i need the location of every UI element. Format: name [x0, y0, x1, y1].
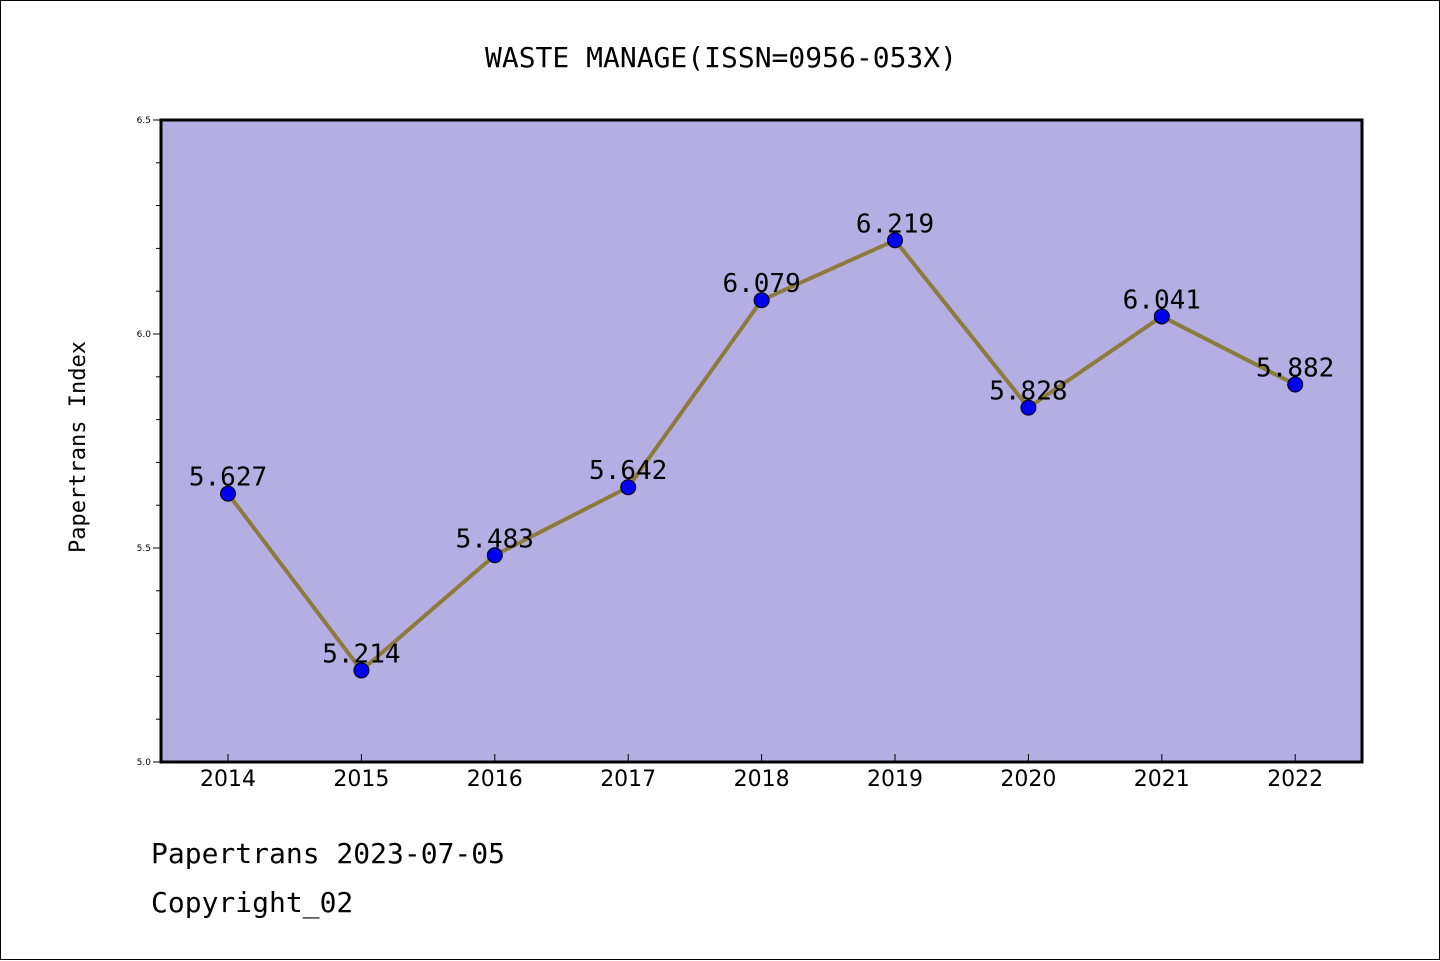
x-tick-label: 2018	[734, 767, 790, 792]
data-label: 6.079	[722, 269, 800, 299]
plot-area	[159, 118, 1364, 764]
x-tick-label: 2020	[1000, 767, 1056, 792]
x-tick-label: 2022	[1267, 767, 1323, 792]
data-point	[1153, 308, 1170, 325]
x-tick-label: 2014	[200, 767, 256, 792]
chart-title: WASTE MANAGE(ISSN=0956-053X)	[485, 41, 957, 74]
data-label: 6.041	[1123, 285, 1201, 315]
data-point	[486, 547, 503, 564]
y-axis-title: Papertrans Index	[66, 341, 91, 553]
data-point	[353, 662, 370, 679]
data-point	[1020, 399, 1037, 416]
y-axis: 5.0 5.5 6.0 6.5	[137, 116, 161, 768]
x-tick-label: 2016	[467, 767, 523, 792]
y-tick-label: 6.0	[137, 330, 152, 340]
data-point	[620, 479, 637, 496]
x-tick-label: 2019	[867, 767, 923, 792]
footer-copyright: Copyright_02	[151, 886, 354, 919]
y-tick-label: 5.5	[137, 544, 151, 554]
y-tick-label: 6.5	[137, 116, 151, 126]
footer-date: Papertrans 2023-07-05	[151, 837, 506, 870]
data-label: 5.828	[989, 377, 1067, 407]
data-label: 5.882	[1256, 354, 1334, 384]
data-point	[220, 485, 236, 502]
y-tick-label: 5.0	[137, 758, 152, 768]
data-point	[753, 292, 770, 309]
data-point	[1287, 376, 1304, 393]
data-point	[887, 232, 903, 249]
data-label: 6.219	[856, 209, 934, 239]
x-axis: 2014 2015 2016 2017 2018 2019 2020 2021 2022	[200, 754, 1323, 792]
data-labels: 5.627 5.214 5.483 5.642 6.079 6.219 5.828 6.041…	[189, 209, 1334, 669]
data-label: 5.627	[189, 463, 267, 493]
data-label: 5.642	[589, 456, 667, 486]
x-tick-label: 2017	[600, 767, 656, 792]
data-markers	[220, 232, 1304, 679]
data-label: 5.214	[322, 639, 400, 669]
data-label: 5.483	[456, 524, 534, 554]
x-tick-label: 2015	[333, 767, 389, 792]
x-tick-label: 2021	[1134, 767, 1190, 792]
